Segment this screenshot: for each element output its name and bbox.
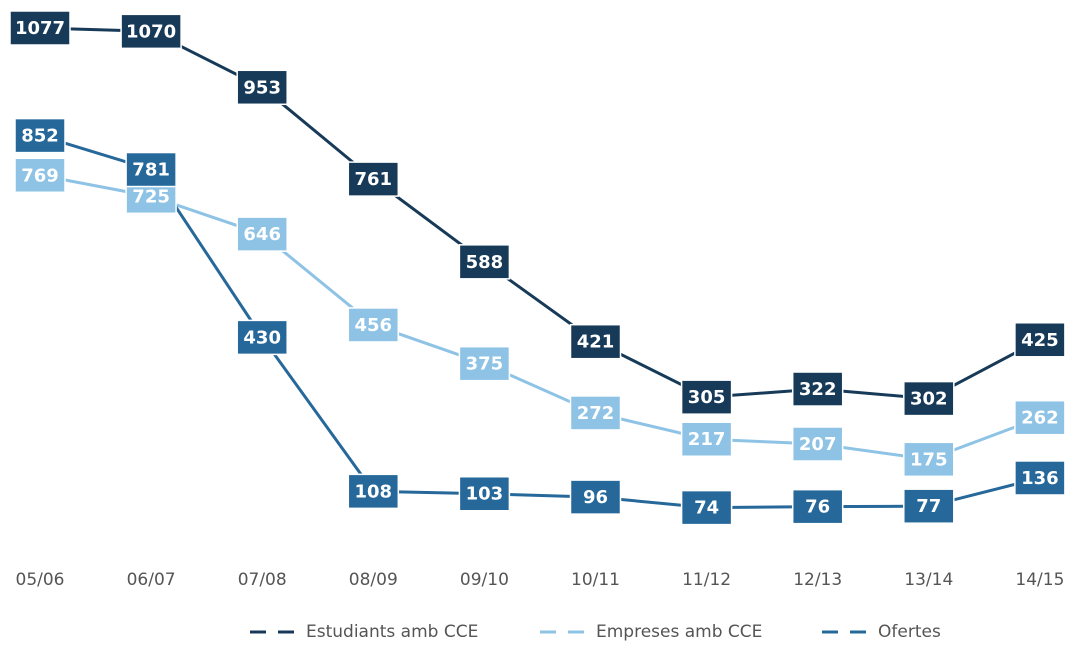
data-point — [458, 345, 511, 382]
data-label: 272 — [577, 403, 615, 424]
series-line — [39, 26, 1041, 401]
data-label: 781 — [132, 160, 170, 181]
data-label: 207 — [799, 434, 837, 455]
data-point — [1014, 322, 1066, 358]
data-label: 1070 — [126, 21, 176, 42]
data-label: 456 — [355, 315, 393, 336]
data-point — [1014, 399, 1066, 436]
data-label: 852 — [21, 126, 59, 147]
data-point — [347, 307, 400, 343]
data-point — [14, 117, 66, 154]
data-label: 588 — [466, 252, 504, 273]
data-label: 76 — [805, 497, 830, 518]
data-label: 217 — [688, 429, 726, 450]
data-point — [791, 488, 844, 525]
data-label: 108 — [355, 481, 393, 502]
legend-label: Empreses amb CCE — [596, 622, 762, 642]
data-point — [903, 441, 955, 478]
data-label: 375 — [466, 354, 504, 375]
data-label: 74 — [694, 498, 719, 519]
data-label: 103 — [466, 484, 504, 505]
data-point — [120, 13, 182, 50]
x-tick-label: 08/09 — [349, 570, 398, 590]
legend-label: Ofertes — [878, 622, 941, 642]
data-label: 136 — [1021, 468, 1059, 489]
data-point — [236, 216, 288, 252]
data-point — [680, 379, 733, 415]
data-point — [569, 395, 622, 431]
data-point — [903, 488, 955, 524]
data-label: 430 — [243, 327, 281, 348]
data-label: 322 — [799, 379, 837, 400]
data-point — [680, 489, 733, 526]
series-line — [39, 134, 1041, 510]
data-label: 305 — [688, 387, 726, 408]
x-tick-label: 10/11 — [571, 570, 620, 590]
data-point — [125, 151, 177, 188]
data-point — [9, 10, 71, 46]
data-label: 953 — [243, 77, 281, 98]
data-label: 302 — [910, 389, 948, 410]
data-point — [680, 421, 733, 457]
data-point — [14, 157, 66, 194]
x-tick-label: 13/14 — [904, 570, 953, 590]
legend-label: Estudiants amb CCE — [306, 622, 478, 642]
data-point — [347, 161, 400, 197]
x-tick-label: 07/08 — [238, 570, 287, 590]
data-point — [458, 244, 511, 280]
data-point — [569, 479, 622, 515]
data-label: 96 — [583, 487, 608, 508]
x-tick-label: 11/12 — [682, 570, 731, 590]
data-label: 1077 — [15, 18, 65, 39]
x-tick-label: 12/13 — [793, 570, 842, 590]
data-point — [903, 380, 955, 417]
series-line — [39, 173, 1041, 461]
data-label: 761 — [355, 169, 393, 190]
data-point — [347, 473, 400, 510]
data-label: 262 — [1021, 408, 1059, 429]
data-label: 421 — [577, 332, 615, 353]
data-label: 769 — [21, 165, 59, 186]
data-label: 425 — [1021, 330, 1059, 351]
data-label: 175 — [910, 449, 948, 470]
data-point — [236, 69, 288, 106]
data-point — [236, 319, 288, 356]
data-point — [791, 426, 844, 462]
x-tick-label: 09/10 — [460, 570, 509, 590]
data-point — [569, 323, 622, 360]
data-label: 725 — [132, 186, 170, 207]
data-label: 77 — [916, 496, 941, 517]
data-point — [791, 371, 844, 407]
data-point — [1014, 460, 1066, 496]
data-point — [458, 475, 511, 512]
x-tick-label: 06/07 — [127, 570, 176, 590]
x-tick-label: 14/15 — [1015, 570, 1064, 590]
data-label: 646 — [243, 224, 281, 245]
x-tick-label: 05/06 — [16, 570, 65, 590]
